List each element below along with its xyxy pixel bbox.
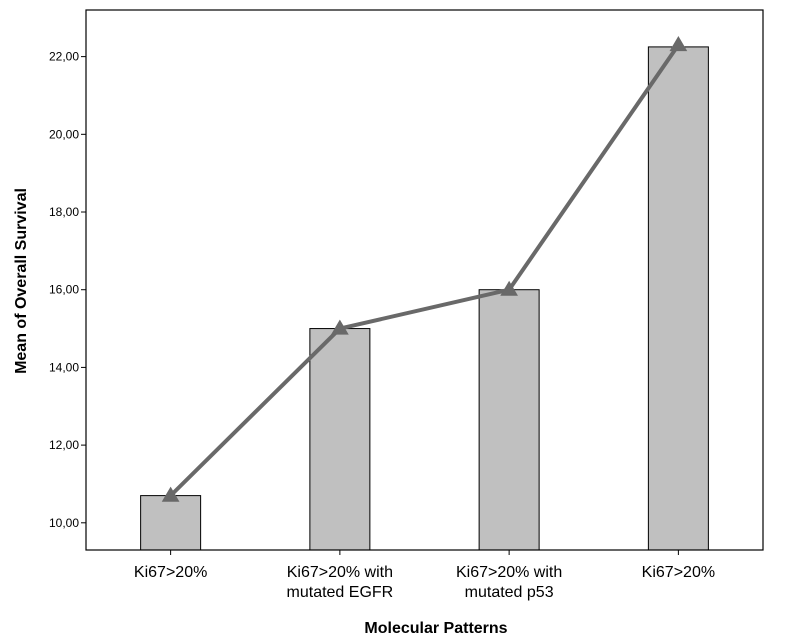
bar-3 — [647, 46, 709, 551]
y-tick-label-3: 16,00 — [49, 283, 79, 297]
y-axis-title: Mean of Overall Survival — [13, 188, 30, 374]
bar-0 — [140, 495, 202, 551]
x-tick-label-0: Ki67>20% — [134, 564, 207, 581]
y-tick-label-4: 18,00 — [49, 205, 79, 219]
x-tick-label-line: Ki67>20% with — [287, 564, 393, 581]
x-tick-label-line: Ki67>20% with — [456, 564, 562, 581]
x-tick-label-line: Ki67>20% — [134, 564, 207, 581]
plot-frame — [85, 9, 764, 551]
bar-2 — [478, 289, 540, 551]
y-tick-label-2: 14,00 — [49, 360, 79, 374]
x-tick-label-line: mutated p53 — [465, 584, 554, 601]
x-axis-title: Molecular Patterns — [364, 620, 507, 637]
y-tick-label-0: 10,00 — [49, 516, 79, 530]
labels-layer: 10,00 12,00 14,00 16,00 18,00 20,00 22,00 Ki67>… — [49, 50, 715, 601]
triangle-marker-1 — [331, 319, 349, 335]
bar-1 — [309, 328, 371, 551]
series-line — [169, 43, 681, 498]
x-tick-label-3: Ki67>20% — [642, 564, 715, 581]
line-layer — [161, 35, 688, 502]
y-tick-label-1: 12,00 — [49, 438, 79, 452]
triangle-marker-2 — [500, 280, 518, 296]
x-tick-label-1: Ki67>20% with mutated EGFR — [287, 564, 394, 601]
y-tick-label-6: 22,00 — [49, 50, 79, 64]
triangle-marker-0 — [161, 486, 180, 502]
axes-layer — [81, 9, 764, 555]
x-tick-label-2: Ki67>20% with mutated p53 — [456, 564, 562, 601]
x-tick-label-line: mutated EGFR — [287, 584, 394, 601]
x-tick-label-line: Ki67>20% — [642, 564, 715, 581]
y-tick-label-5: 20,00 — [49, 127, 79, 141]
triangle-marker-3 — [669, 35, 688, 52]
